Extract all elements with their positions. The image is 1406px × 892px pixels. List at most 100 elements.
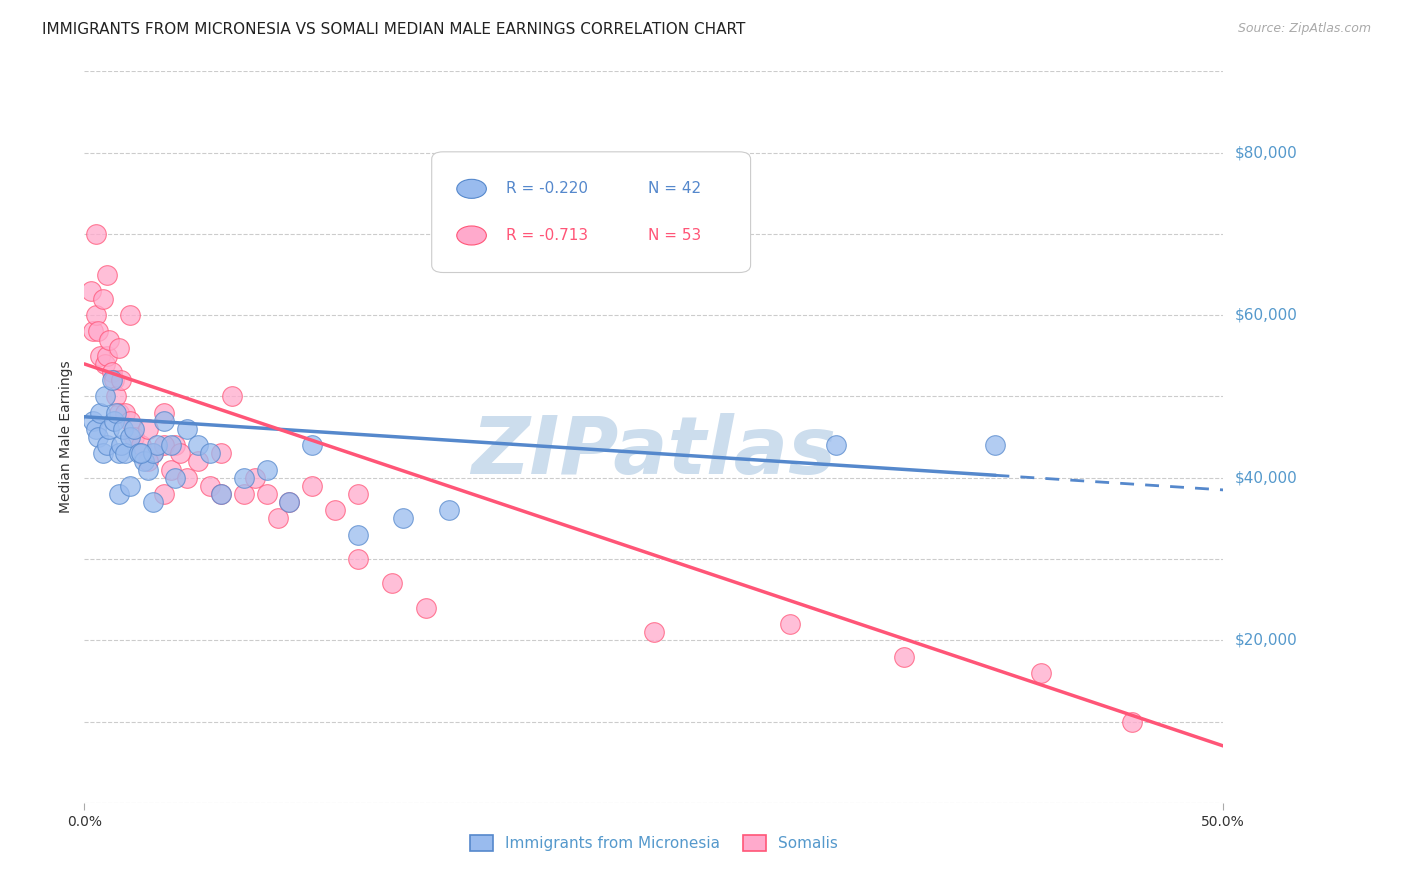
Point	[107, 487, 129, 501]
Point	[893, 649, 915, 664]
Point	[132, 454, 155, 468]
Point	[118, 479, 141, 493]
Point	[301, 438, 323, 452]
Point	[232, 471, 254, 485]
Point	[142, 495, 165, 509]
Point	[87, 430, 110, 444]
Point	[98, 422, 121, 436]
Point	[187, 454, 209, 468]
Point	[82, 414, 104, 428]
Point	[124, 430, 146, 444]
Point	[437, 503, 460, 517]
Text: R = -0.713: R = -0.713	[506, 228, 588, 243]
Point	[107, 341, 129, 355]
Text: ZIPatlas: ZIPatlas	[471, 413, 837, 491]
Point	[110, 438, 132, 452]
Text: Source: ZipAtlas.com: Source: ZipAtlas.com	[1237, 22, 1371, 36]
Point	[103, 373, 125, 387]
Point	[984, 438, 1007, 452]
Point	[160, 462, 183, 476]
Point	[323, 503, 346, 517]
Point	[82, 325, 104, 339]
Y-axis label: Median Male Earnings: Median Male Earnings	[59, 360, 73, 514]
Point	[128, 446, 150, 460]
Point	[153, 487, 176, 501]
Point	[1029, 665, 1052, 680]
Point	[160, 438, 183, 452]
Point	[301, 479, 323, 493]
Point	[94, 389, 117, 403]
Point	[131, 446, 153, 460]
Point	[153, 438, 176, 452]
Point	[346, 552, 368, 566]
Point	[118, 414, 141, 428]
Point	[96, 268, 118, 282]
Point	[209, 487, 232, 501]
FancyBboxPatch shape	[432, 152, 751, 273]
Point	[187, 438, 209, 452]
Text: N = 53: N = 53	[648, 228, 702, 243]
Point	[165, 471, 187, 485]
Point	[278, 495, 301, 509]
Legend: Immigrants from Micronesia, Somalis: Immigrants from Micronesia, Somalis	[464, 830, 844, 857]
Point	[84, 308, 107, 322]
Point	[245, 471, 267, 485]
Point	[100, 373, 122, 387]
Point	[136, 422, 159, 436]
Point	[94, 357, 117, 371]
Point	[112, 422, 135, 436]
Point	[198, 479, 221, 493]
Point	[100, 365, 122, 379]
Point	[643, 625, 665, 640]
Point	[142, 446, 165, 460]
Point	[346, 527, 368, 541]
Text: $40,000: $40,000	[1234, 470, 1298, 485]
Point	[779, 617, 801, 632]
Point	[142, 446, 165, 460]
Point	[825, 438, 848, 452]
Point	[136, 462, 159, 476]
Point	[107, 406, 129, 420]
Point	[118, 430, 141, 444]
Point	[105, 389, 128, 403]
Point	[256, 487, 278, 501]
Point	[84, 227, 107, 241]
Point	[124, 422, 146, 436]
Point	[91, 292, 114, 306]
Point	[153, 406, 176, 420]
Point	[346, 487, 368, 501]
Point	[176, 471, 198, 485]
Point	[131, 438, 153, 452]
Point	[80, 284, 103, 298]
Point	[98, 333, 121, 347]
Point	[153, 414, 176, 428]
Point	[96, 438, 118, 452]
Point	[107, 446, 129, 460]
Point	[176, 422, 198, 436]
Point	[392, 511, 415, 525]
Point	[209, 446, 232, 460]
Text: $20,000: $20,000	[1234, 632, 1298, 648]
Point	[87, 325, 110, 339]
Circle shape	[457, 226, 486, 245]
Point	[267, 511, 290, 525]
Point	[209, 487, 232, 501]
Point	[89, 349, 111, 363]
Point	[96, 349, 118, 363]
Point	[118, 308, 141, 322]
Point	[84, 422, 107, 436]
Text: $80,000: $80,000	[1234, 145, 1298, 161]
Text: $60,000: $60,000	[1234, 308, 1298, 323]
Point	[198, 446, 221, 460]
Point	[114, 406, 136, 420]
Point	[89, 406, 111, 420]
Point	[1121, 714, 1143, 729]
Point	[103, 414, 125, 428]
Point	[165, 438, 187, 452]
Text: N = 42: N = 42	[648, 181, 702, 196]
Circle shape	[457, 179, 486, 198]
Text: R = -0.220: R = -0.220	[506, 181, 588, 196]
Point	[256, 462, 278, 476]
Point	[221, 389, 243, 403]
Point	[136, 454, 159, 468]
